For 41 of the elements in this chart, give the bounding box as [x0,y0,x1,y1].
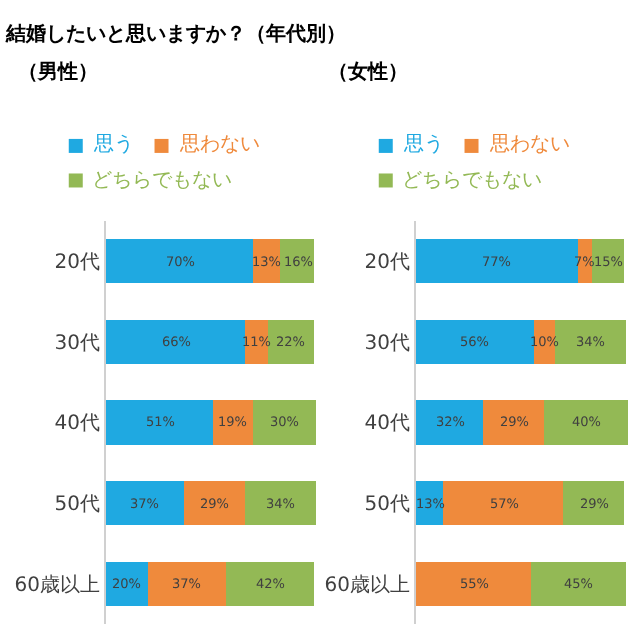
bar [105,400,214,445]
y-tick-label: 20代 [364,252,410,275]
text: 思う [402,134,444,156]
legend-label: どちらでもない [92,170,232,192]
bar [105,480,184,526]
bar [105,238,253,284]
bar [105,319,245,364]
chart-title: 結婚したいと思いますか？（年代別） [4,22,347,47]
y-tick-label: 40代 [364,413,410,436]
bar [443,480,563,526]
legend-label: 思わない [488,134,570,156]
y-tick-label: 50代 [364,494,410,517]
bar [415,400,484,445]
y-tick-label: 20代 [54,252,100,275]
y-tick-label: 60歳以上 [324,572,410,597]
bar [252,400,316,445]
legend-label: どちらでもない [402,170,542,192]
bar [147,561,226,606]
y-tick-label: 40代 [54,413,100,436]
y-tick-label: 30代 [54,332,100,355]
bar [225,561,314,606]
legend-label: 思わない [178,134,260,156]
bar [415,238,578,284]
bar [554,319,626,364]
bar [483,400,545,445]
chart-subtitle: （男性） [18,60,98,84]
bar [531,561,626,606]
bar [183,480,245,526]
y-tick-label: 60歳以上 [14,572,100,597]
bar [415,319,534,364]
bar [415,561,532,606]
bar [544,400,628,445]
y-tick-label: 30代 [364,332,410,355]
chart-title: （女性） [328,60,408,84]
bar [213,400,253,445]
legend-label: 思う [92,134,134,156]
bar [244,480,316,526]
bar [105,561,148,606]
bar [267,319,314,364]
y-tick-label: 50代 [54,494,100,517]
bar [562,480,624,526]
